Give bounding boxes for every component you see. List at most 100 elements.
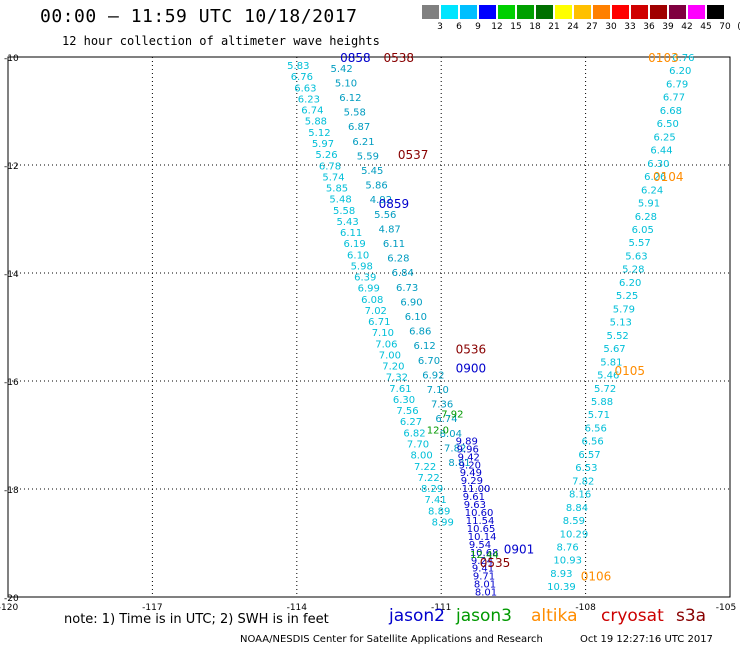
swh-value: 5.97	[312, 139, 334, 150]
color-scale-label: 3	[437, 22, 443, 32]
satellite-legend-jason2: jason2	[389, 606, 445, 626]
color-scale-label: 27	[586, 22, 598, 32]
swh-value: 7.61	[389, 384, 411, 395]
color-scale-swatch	[441, 5, 458, 19]
swh-value: 5.88	[591, 397, 613, 408]
swh-value: 10.29	[560, 529, 589, 540]
swh-value: 6.30	[393, 395, 415, 406]
swh-value: 5.48	[329, 195, 351, 206]
swh-value: 7.70	[407, 439, 429, 450]
swh-value: 8.16	[569, 490, 591, 501]
swh-value: 8.29	[421, 484, 443, 495]
swh-value: 6.74	[301, 106, 323, 117]
swh-value: 6.25	[653, 132, 675, 143]
swh-value: 6.24	[641, 185, 663, 196]
swh-value: 7.82	[444, 443, 466, 454]
swh-value: 6.19	[344, 239, 366, 250]
swh-value: 5.98	[351, 261, 373, 272]
swh-value: 8.89	[428, 506, 450, 517]
swh-value: 6.20	[669, 66, 691, 77]
swh-value: 9.29	[461, 476, 483, 487]
swh-value: 6.63	[294, 83, 316, 94]
color-scale-swatch	[593, 5, 610, 19]
swh-value: 6.50	[657, 119, 679, 130]
color-scale-label: 42	[681, 22, 693, 32]
swh-value: 6.68	[660, 106, 682, 117]
swh-value: 6.56	[582, 437, 604, 448]
swh-value: 10.60	[465, 508, 494, 519]
swh-value: 6.90	[400, 297, 422, 308]
swh-value: 9.41	[472, 564, 494, 575]
color-scale-label: 36	[643, 22, 655, 32]
swh-value: 10.93	[553, 556, 582, 567]
color-scale-label: 6	[456, 22, 462, 32]
generated-time: Oct 19 12:27:16 UTC 2017	[580, 634, 713, 645]
swh-value: 8.84	[566, 503, 588, 514]
swh-value: 6.10	[405, 312, 427, 323]
swh-value: 5.81	[600, 357, 622, 368]
swh-value: 5.58	[333, 206, 355, 217]
color-scale-label: 33	[624, 22, 636, 32]
pass-time-label: 0103	[648, 51, 679, 65]
swh-value: 7.41	[425, 495, 447, 506]
swh-value: 7.06	[375, 339, 397, 350]
swh-value: 5.10	[335, 78, 357, 89]
color-scale-label: 45	[700, 22, 712, 32]
swh-value: 6.79	[666, 79, 688, 90]
color-scale-swatch	[517, 5, 534, 19]
pass-time-label: 0858	[340, 51, 371, 65]
swh-value: 9.61	[463, 492, 485, 503]
swh-value: 9.49	[460, 468, 482, 479]
color-scale-label: 39	[662, 22, 674, 32]
swh-value: 5.67	[603, 344, 625, 355]
color-scale-swatch	[574, 5, 591, 19]
swh-value: 6.23	[298, 94, 320, 105]
color-scale-label: 12	[491, 22, 503, 32]
longitude-tick-label: -120	[0, 603, 18, 610]
color-scale-swatch	[650, 5, 667, 19]
swh-value: 6.84	[392, 268, 414, 279]
swh-value: 6.76	[291, 72, 313, 83]
swh-value: 6.82	[403, 428, 425, 439]
swh-value: 7.56	[396, 406, 418, 417]
swh-value: 5.42	[330, 64, 352, 75]
swh-value: 6.73	[396, 283, 418, 294]
swh-value: 6.71	[368, 317, 390, 328]
swh-value: 5.56	[374, 210, 396, 221]
color-scale-swatch	[460, 5, 477, 19]
swh-value: 6.77	[663, 93, 685, 104]
swh-value: 7.20	[382, 362, 404, 373]
swh-value: 5.72	[594, 384, 616, 395]
latitude-tick-label: -14	[4, 270, 19, 280]
swh-value: 9.89	[456, 436, 478, 447]
latitude-tick-label: -18	[4, 486, 19, 496]
color-scale-label: 70	[719, 22, 731, 32]
swh-value: 12.44	[470, 550, 499, 561]
swh-value: 5.26	[315, 150, 337, 161]
swh-value: 6.21	[352, 137, 374, 148]
swh-value: 7.82	[572, 476, 594, 487]
color-scale-swatch	[612, 5, 629, 19]
swh-value: 5.71	[588, 410, 610, 421]
swh-value: 11.54	[466, 516, 495, 527]
latitude-tick-label: -10	[4, 54, 19, 64]
swh-value: 6.78	[319, 161, 341, 172]
swh-value: 7.00	[379, 350, 401, 361]
swh-value: 5.85	[326, 184, 348, 195]
pass-time-label: 0859	[379, 197, 410, 211]
color-scale-label: 18	[529, 22, 541, 32]
swh-value: 5.43	[336, 217, 358, 228]
color-scale-label: 15	[510, 22, 522, 32]
swh-value: 10.14	[468, 532, 497, 543]
swh-value: 7.92	[441, 409, 463, 420]
swh-value: 8.00	[410, 451, 432, 462]
latitude-tick-label: -12	[4, 162, 19, 172]
swh-value: 9.24	[471, 556, 493, 567]
swh-value: 8.81	[448, 458, 470, 469]
color-scale-swatch	[688, 5, 705, 19]
swh-value: 6.86	[409, 327, 431, 338]
satellite-legend-jason3: jason3	[456, 606, 512, 626]
satellite-legend-altika: altika	[531, 606, 578, 626]
page-subtitle: 12 hour collection of altimeter wave hei…	[62, 34, 380, 48]
swh-value: 6.53	[575, 463, 597, 474]
